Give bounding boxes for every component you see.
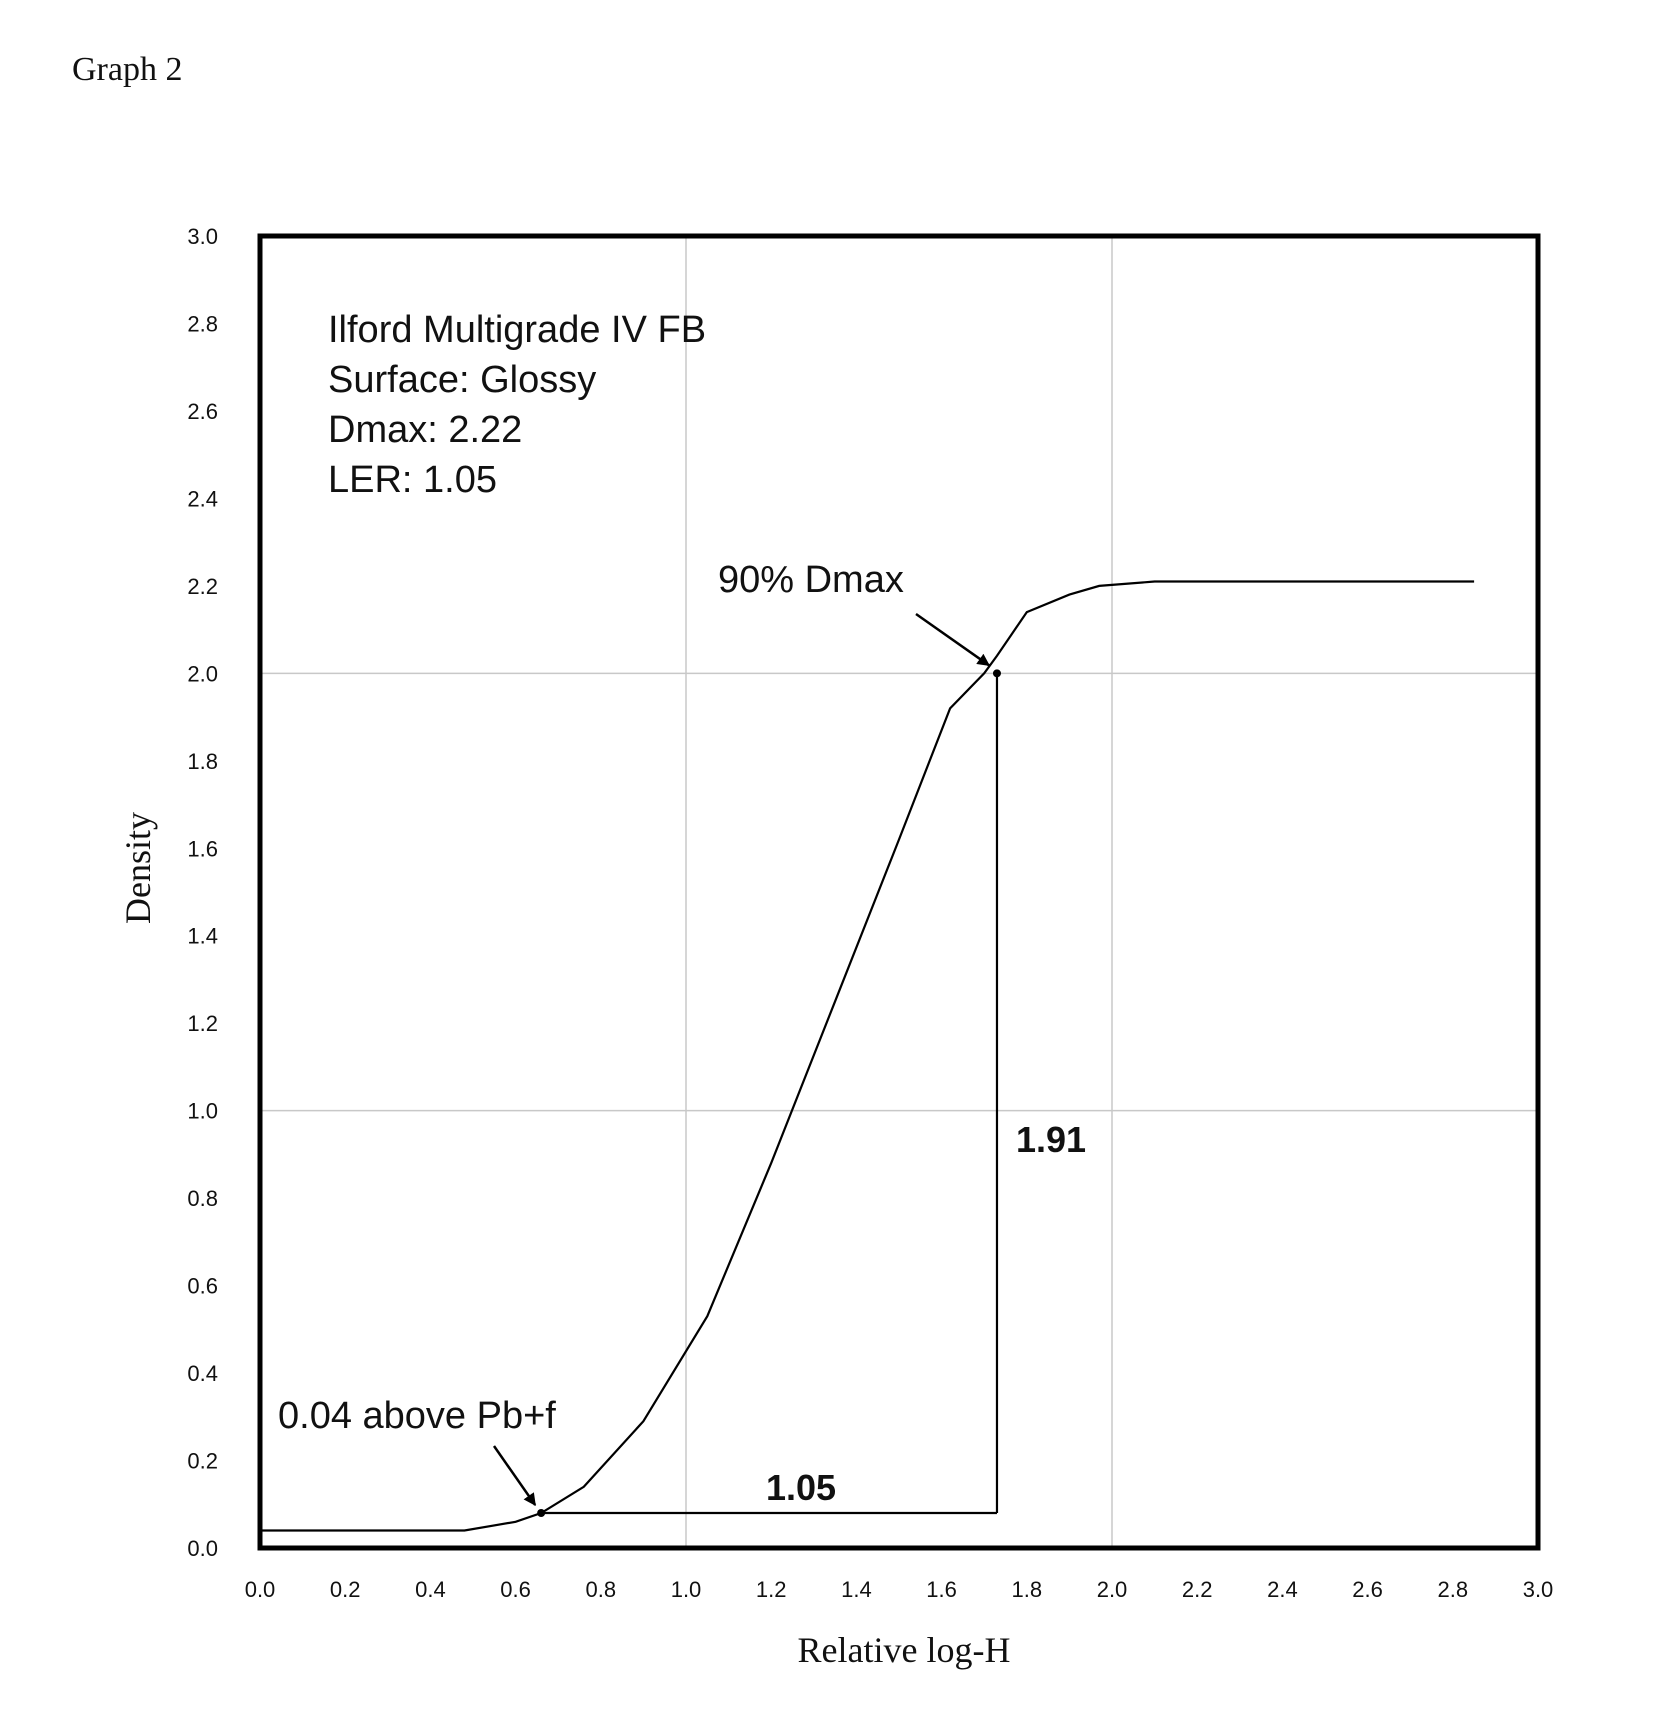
y-tick-label: 0.6 [187,1274,218,1299]
curve-marker-point [992,669,1001,678]
curve-marker-point [537,1509,546,1518]
curve-markers [537,669,1001,1518]
characteristic-curve [260,580,1475,1532]
info-line: LER: 1.05 [328,459,497,501]
x-tick-label: 0.4 [415,1577,446,1602]
x-tick-label: 1.0 [671,1577,702,1602]
x-tick-label: 3.0 [1523,1577,1554,1602]
info-line: Surface: Glossy [328,359,596,401]
x-axis-title: Relative log-H [798,1630,1011,1670]
x-tick-label: 2.8 [1438,1577,1469,1602]
y-axis-tick-labels: 0.0 0.2 0.4 0.6 0.8 1.0 1.2 1.4 1.6 1.8 2.0 2.2 2.4 2… [187,224,218,1561]
y-tick-label: 3.0 [187,224,218,249]
info-line: Ilford Multigrade IV FB [328,309,706,351]
annotation-dmax-arrow [915,612,991,667]
page-title: Graph 2 [72,51,182,88]
x-tick-label: 1.2 [756,1577,787,1602]
x-tick-label: 1.6 [926,1577,957,1602]
measurement-vertical-label: 1.91 [1016,1119,1086,1160]
grid-lines [260,236,1538,1548]
y-tick-label: 2.4 [187,486,218,511]
y-tick-label: 1.6 [187,836,218,861]
x-tick-label: 0.8 [586,1577,617,1602]
y-tick-label: 1.2 [187,1011,218,1036]
y-tick-label: 1.8 [187,749,218,774]
x-tick-label: 2.6 [1352,1577,1383,1602]
x-tick-label: 0.0 [245,1577,276,1602]
y-tick-label: 1.0 [187,1099,218,1124]
y-axis-title: Density [118,812,158,924]
y-tick-label: 0.0 [187,1536,218,1561]
y-tick-label: 0.8 [187,1186,218,1211]
y-tick-label: 0.4 [187,1361,218,1386]
x-tick-label: 0.2 [330,1577,361,1602]
x-tick-label: 2.2 [1182,1577,1213,1602]
x-tick-label: 2.0 [1097,1577,1128,1602]
y-tick-label: 2.8 [187,311,218,336]
measurement-horizontal-label: 1.05 [766,1467,836,1508]
info-line: Dmax: 2.22 [328,409,522,451]
x-tick-label: 1.8 [1012,1577,1043,1602]
y-tick-label: 2.2 [187,574,218,599]
annotation-dmax-label: 90% Dmax [718,559,904,601]
y-tick-label: 0.2 [187,1449,218,1474]
y-tick-label: 2.0 [187,661,218,686]
x-tick-label: 0.6 [500,1577,531,1602]
y-tick-label: 2.6 [187,399,218,424]
x-tick-label: 2.4 [1267,1577,1298,1602]
y-tick-label: 1.4 [187,924,218,949]
x-tick-label: 1.4 [841,1577,872,1602]
annotation-pbf-label: 0.04 above Pb+f [278,1395,556,1437]
x-axis-tick-labels: 0.0 0.2 0.4 0.6 0.8 1.0 1.2 1.4 1.6 1.8 2.0 2.2 2.4 2… [245,1577,1554,1602]
annotation-pbf-arrow [492,1445,537,1507]
info-text-block: Ilford Multigrade IV FB Surface: Glossy Dm… [328,309,706,501]
measurement-lines [541,673,999,1515]
plot-frame [257,233,1541,1551]
